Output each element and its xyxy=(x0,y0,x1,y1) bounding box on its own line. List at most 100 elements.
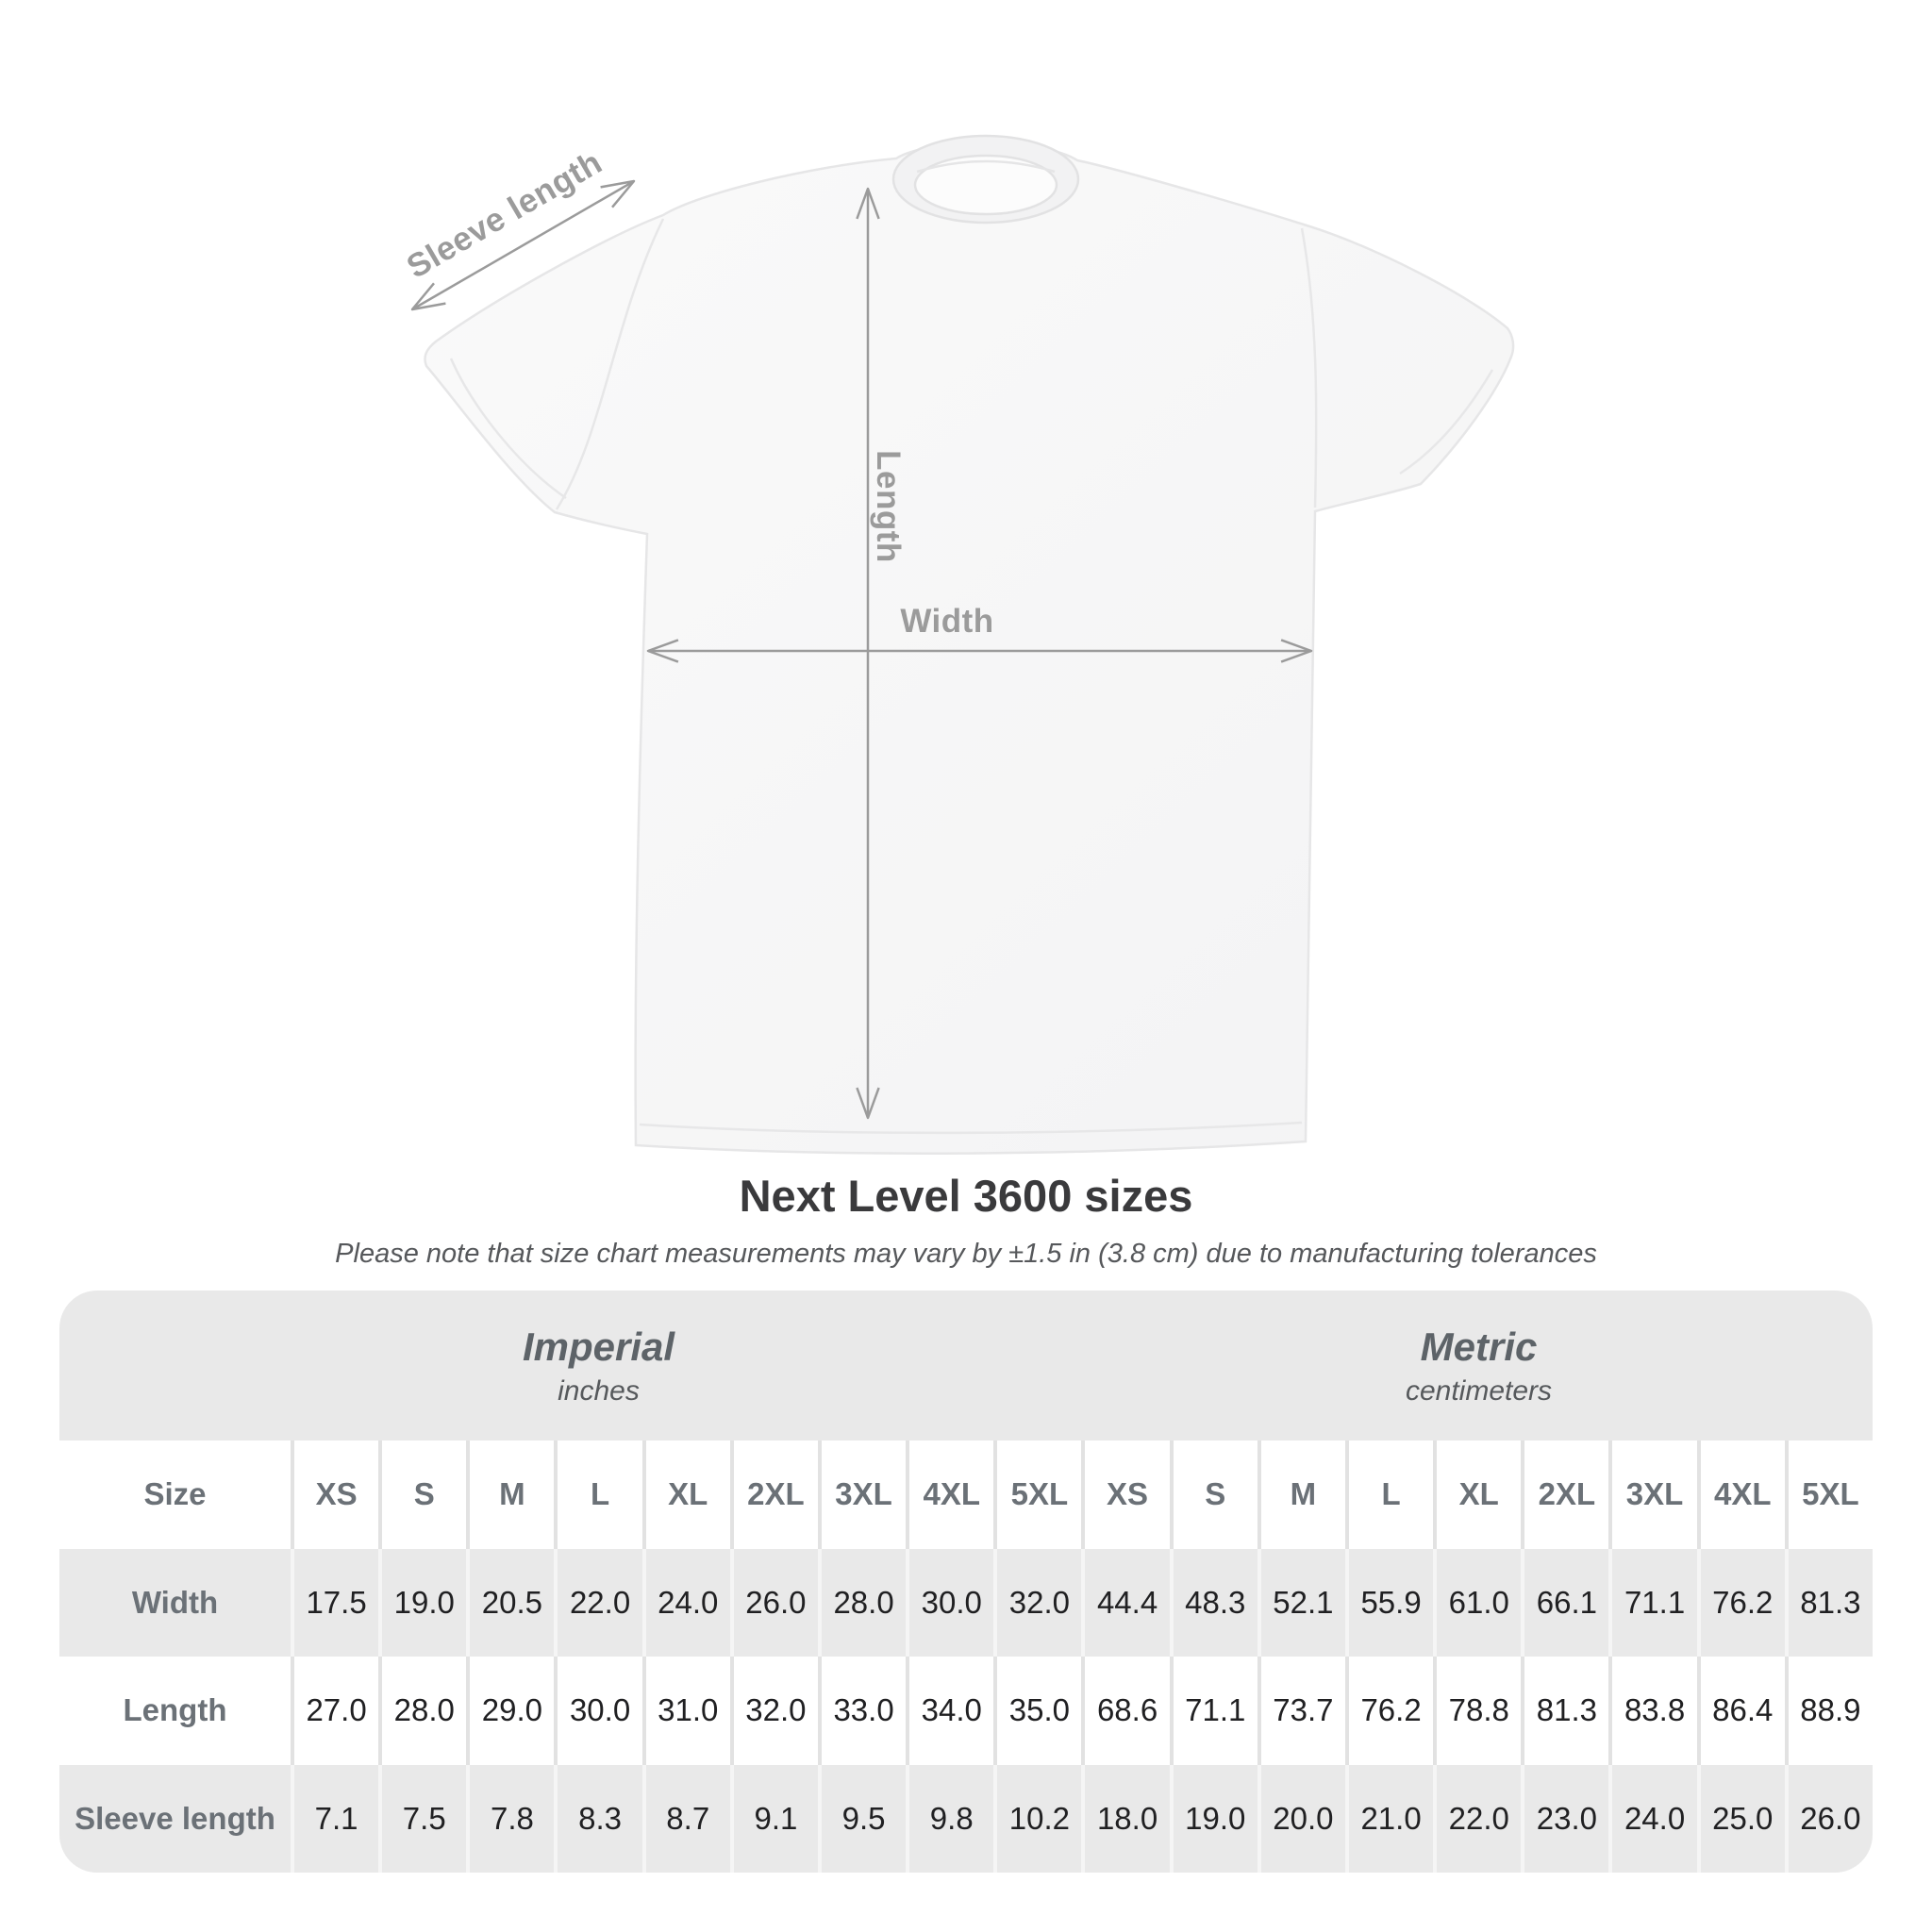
cell: 20.0 xyxy=(1257,1764,1345,1873)
col-header: 3XL xyxy=(1608,1441,1696,1549)
cell: 73.7 xyxy=(1257,1657,1345,1765)
cell: 7.1 xyxy=(291,1764,378,1873)
cell: 35.0 xyxy=(993,1657,1081,1765)
cell: 22.0 xyxy=(1433,1764,1521,1873)
cell: 44.4 xyxy=(1081,1548,1169,1657)
cell: 10.2 xyxy=(993,1764,1081,1873)
cell: 78.8 xyxy=(1433,1657,1521,1765)
cell: 20.5 xyxy=(466,1548,554,1657)
width-row: Width 17.5 19.0 20.5 22.0 24.0 26.0 28.0… xyxy=(59,1548,1873,1657)
cell: 66.1 xyxy=(1521,1548,1608,1657)
cell: 48.3 xyxy=(1169,1548,1257,1657)
col-header: XS xyxy=(1081,1441,1169,1549)
unit-band: Imperial inches Metric centimeters xyxy=(59,1291,1873,1441)
cell: 24.0 xyxy=(641,1548,730,1657)
width-arrow xyxy=(646,639,1313,663)
cell: 25.0 xyxy=(1696,1764,1785,1873)
size-column-header: Size xyxy=(143,1476,207,1512)
row-label: Width xyxy=(131,1584,219,1620)
width-label: Width xyxy=(900,603,994,640)
tshirt-body xyxy=(424,142,1515,1155)
size-header-row: Size XS S M L XL 2XL 3XL 4XL 5XL XS S M … xyxy=(59,1441,1873,1549)
col-header: 5XL xyxy=(1784,1441,1873,1549)
cell: 52.1 xyxy=(1257,1548,1345,1657)
cell: 76.2 xyxy=(1696,1548,1785,1657)
sleeve-length-row: Sleeve length 7.1 7.5 7.8 8.3 8.7 9.1 9.… xyxy=(59,1764,1873,1873)
cell: 86.4 xyxy=(1696,1657,1785,1765)
cell: 21.0 xyxy=(1344,1764,1433,1873)
cell: 81.3 xyxy=(1521,1657,1608,1765)
cell: 7.8 xyxy=(466,1764,554,1873)
col-header: 3XL xyxy=(817,1441,906,1549)
col-header: XS xyxy=(291,1441,378,1549)
length-arrow xyxy=(856,187,880,1120)
cell: 26.0 xyxy=(729,1548,818,1657)
cell: 9.5 xyxy=(817,1764,906,1873)
cell: 28.0 xyxy=(817,1548,906,1657)
metric-unit-header: Metric centimeters xyxy=(1085,1291,1873,1441)
col-header: S xyxy=(1169,1441,1257,1549)
sleeve-length-arrow xyxy=(410,179,636,311)
cell: 26.0 xyxy=(1784,1764,1873,1873)
size-table: Imperial inches Metric centimeters Size … xyxy=(59,1291,1873,1873)
cell: 24.0 xyxy=(1608,1764,1696,1873)
page-title: Next Level 3600 sizes xyxy=(739,1171,1193,1221)
collar-back-seam xyxy=(916,159,1056,174)
cell: 71.1 xyxy=(1169,1657,1257,1765)
cell: 31.0 xyxy=(641,1657,730,1765)
col-header: L xyxy=(554,1441,641,1549)
cell: 7.5 xyxy=(378,1764,466,1873)
col-header: 4XL xyxy=(1696,1441,1785,1549)
cell: 71.1 xyxy=(1608,1548,1696,1657)
cell: 29.0 xyxy=(466,1657,554,1765)
tolerance-note: Please note that size chart measurements… xyxy=(335,1239,1597,1269)
cell: 68.6 xyxy=(1081,1657,1169,1765)
metric-name: Metric xyxy=(1420,1324,1538,1369)
metric-unit: centimeters xyxy=(1405,1374,1553,1407)
col-header: XL xyxy=(1433,1441,1521,1549)
col-header: 5XL xyxy=(993,1441,1081,1549)
cell: 17.5 xyxy=(291,1548,378,1657)
imperial-name: Imperial xyxy=(522,1324,675,1369)
cell: 19.0 xyxy=(1169,1764,1257,1873)
col-header: 2XL xyxy=(729,1441,818,1549)
imperial-unit: inches xyxy=(558,1374,640,1407)
col-header: M xyxy=(466,1441,554,1549)
measure-arrows xyxy=(410,179,1313,1120)
col-header: 4XL xyxy=(906,1441,993,1549)
row-label: Length xyxy=(123,1692,227,1728)
col-header: L xyxy=(1344,1441,1433,1549)
col-header: XL xyxy=(641,1441,730,1549)
cell: 88.9 xyxy=(1784,1657,1873,1765)
col-header: M xyxy=(1257,1441,1345,1549)
length-row: Length 27.0 28.0 29.0 30.0 31.0 32.0 33.… xyxy=(59,1657,1873,1765)
collar-opening xyxy=(913,154,1058,216)
cell: 34.0 xyxy=(906,1657,993,1765)
cell: 18.0 xyxy=(1081,1764,1169,1873)
tshirt-seams xyxy=(449,218,1494,1135)
row-label: Sleeve length xyxy=(75,1800,275,1836)
cell: 19.0 xyxy=(378,1548,466,1657)
col-header: S xyxy=(378,1441,466,1549)
imperial-unit-header: Imperial inches xyxy=(59,1291,1085,1441)
cell: 27.0 xyxy=(291,1657,378,1765)
cell: 32.0 xyxy=(993,1548,1081,1657)
col-header: 2XL xyxy=(1521,1441,1608,1549)
cell: 8.7 xyxy=(641,1764,730,1873)
cell: 9.8 xyxy=(906,1764,993,1873)
cell: 8.3 xyxy=(554,1764,641,1873)
cell: 23.0 xyxy=(1521,1764,1608,1873)
cell: 55.9 xyxy=(1344,1548,1433,1657)
cell: 61.0 xyxy=(1433,1548,1521,1657)
cell: 83.8 xyxy=(1608,1657,1696,1765)
cell: 33.0 xyxy=(817,1657,906,1765)
cell: 28.0 xyxy=(378,1657,466,1765)
cell: 81.3 xyxy=(1784,1548,1873,1657)
cell: 22.0 xyxy=(554,1548,641,1657)
cell: 76.2 xyxy=(1344,1657,1433,1765)
cell: 30.0 xyxy=(906,1548,993,1657)
cell: 30.0 xyxy=(554,1657,641,1765)
cell: 32.0 xyxy=(729,1657,818,1765)
